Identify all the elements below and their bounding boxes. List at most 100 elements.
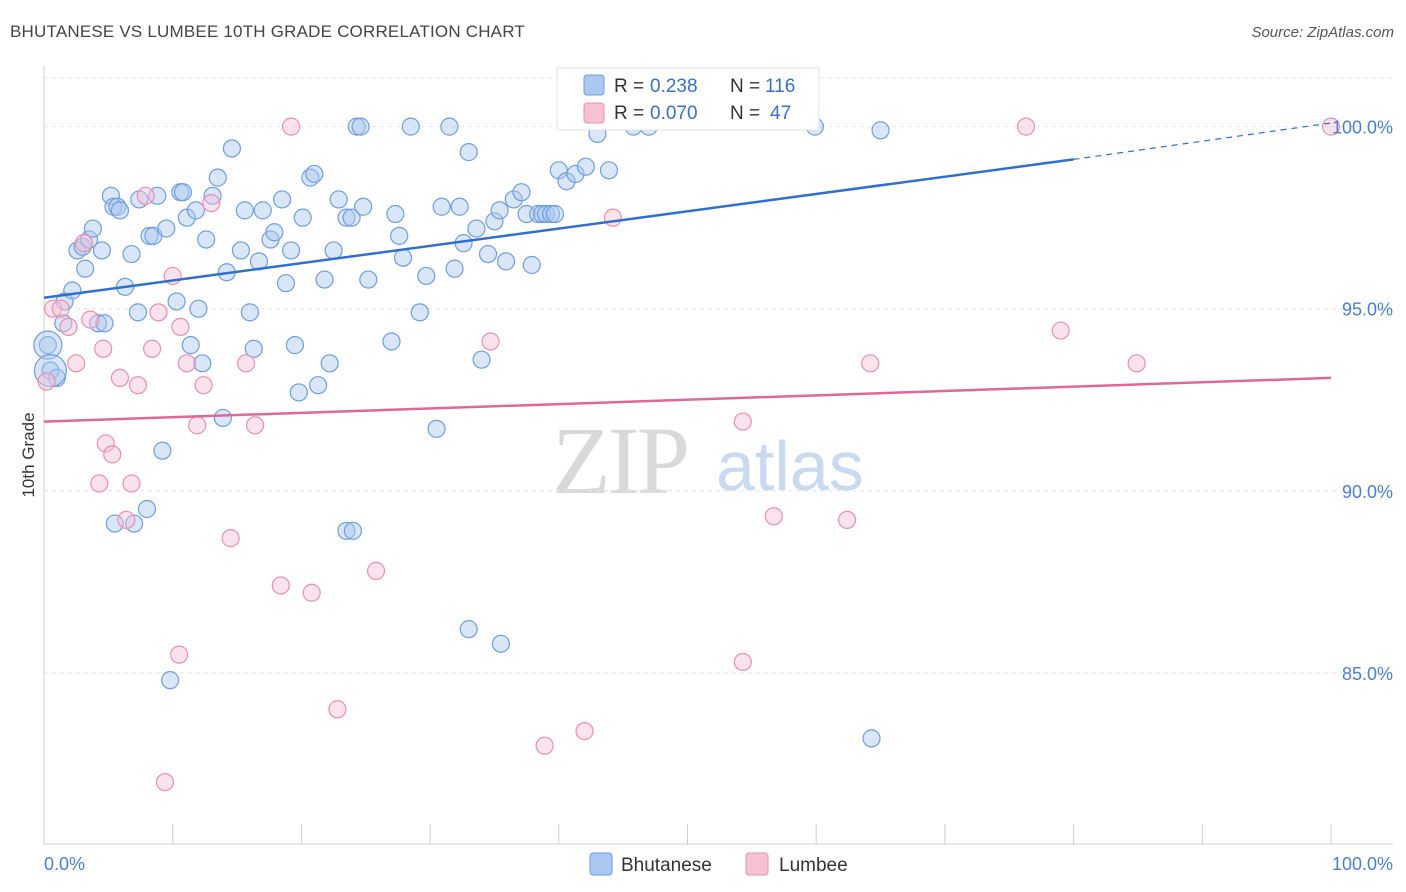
y-tick-labels: 85.0% 90.0% 95.0% 100.0% bbox=[1332, 118, 1393, 684]
lumbee-point bbox=[143, 339, 162, 358]
bhutanese-point bbox=[347, 117, 366, 136]
trend-lines bbox=[43, 122, 1332, 423]
lumbee-point bbox=[764, 507, 783, 526]
lumbee-point bbox=[282, 117, 301, 136]
bhutanese-point bbox=[181, 336, 200, 355]
lumbee-point bbox=[74, 234, 93, 253]
bhutanese-point bbox=[208, 168, 227, 187]
bhutanese-point bbox=[110, 201, 130, 220]
bhutanese-point bbox=[522, 255, 541, 275]
bhutanese-point bbox=[38, 336, 57, 355]
lumbee-point bbox=[1016, 117, 1036, 136]
lumbee-point bbox=[155, 772, 175, 792]
lumbee-point bbox=[170, 645, 189, 664]
bhutanese-point bbox=[140, 226, 159, 245]
bhutanese-point bbox=[566, 164, 585, 184]
bhutanese-point bbox=[173, 183, 193, 202]
y-tick-label: 95.0% bbox=[1342, 300, 1393, 320]
bhutanese-point bbox=[459, 620, 478, 639]
lumbee-point bbox=[575, 722, 594, 741]
bhutanese-point bbox=[128, 303, 148, 322]
stats-legend: R = 0.238 N = 116 R = 0.070 N = 47 bbox=[556, 67, 820, 131]
series-swatch-lumbee bbox=[745, 852, 769, 876]
lumbee-point bbox=[149, 303, 168, 322]
bhutanese-point bbox=[351, 117, 370, 136]
bhutanese-point bbox=[222, 139, 242, 158]
bhutanese-trend-line bbox=[43, 158, 1074, 300]
bhutanese-point bbox=[324, 241, 343, 260]
lumbee-point bbox=[67, 354, 86, 373]
bhutanese-point bbox=[265, 223, 284, 242]
lumbee-point bbox=[110, 368, 130, 387]
bhutanese-point bbox=[427, 419, 446, 438]
bhutanese-point bbox=[83, 219, 103, 238]
bhutanese-point bbox=[41, 361, 60, 380]
bhutanese-point bbox=[450, 197, 469, 216]
bhutanese-point bbox=[193, 354, 212, 373]
series-legend: Bhutanese Lumbee bbox=[589, 852, 848, 876]
lumbee-point bbox=[136, 186, 155, 205]
lumbee-point bbox=[103, 445, 122, 464]
bhutanese-points bbox=[33, 117, 890, 748]
bhutanese-point bbox=[478, 244, 498, 264]
lumbee-point bbox=[1051, 321, 1070, 340]
lumbee-point bbox=[96, 434, 115, 453]
y-tick-label: 85.0% bbox=[1342, 664, 1393, 684]
bhutanese-point bbox=[272, 190, 292, 209]
lumbee-point bbox=[81, 310, 100, 329]
bhutanese-point bbox=[432, 197, 451, 216]
bhutanese-point bbox=[491, 634, 510, 653]
bhutanese-point bbox=[167, 292, 186, 311]
bhutanese-point bbox=[343, 521, 362, 540]
bhutanese-point bbox=[95, 314, 114, 333]
legend-n-value: 47 bbox=[770, 103, 791, 124]
bhutanese-point bbox=[213, 408, 232, 428]
bhutanese-point bbox=[329, 190, 348, 209]
bhutanese-point bbox=[305, 164, 324, 184]
y-tick-label: 90.0% bbox=[1342, 482, 1393, 502]
bhutanese-point bbox=[342, 208, 361, 227]
bhutanese-point bbox=[490, 201, 509, 220]
series-label-lumbee: Lumbee bbox=[779, 855, 848, 876]
lumbee-point bbox=[236, 354, 256, 373]
bhutanese-point bbox=[240, 303, 260, 322]
bhutanese-point bbox=[390, 226, 409, 245]
bhutanese-point bbox=[337, 521, 356, 540]
legend-swatch-bhutanese bbox=[583, 74, 605, 96]
bhutanese-point bbox=[153, 441, 172, 460]
lumbee-point bbox=[122, 474, 141, 493]
legend-n-label: N = bbox=[730, 76, 760, 97]
bhutanese-point bbox=[309, 376, 328, 395]
watermark-zip: ZIP bbox=[552, 407, 687, 514]
lumbee-point bbox=[177, 354, 196, 373]
bhutanese-point bbox=[231, 241, 251, 260]
bhutanese-point bbox=[410, 303, 429, 322]
series-swatch-bhutanese bbox=[589, 852, 613, 876]
lumbee-point bbox=[43, 299, 63, 318]
watermark: ZIP atlas bbox=[552, 407, 864, 514]
bhutanese-point bbox=[33, 330, 63, 360]
legend-r-label: R = bbox=[614, 103, 644, 124]
bhutanese-point bbox=[871, 121, 890, 140]
bhutanese-point bbox=[576, 157, 595, 176]
lumbee-point bbox=[733, 652, 752, 672]
lumbee-point bbox=[37, 372, 56, 391]
bhutanese-point bbox=[101, 186, 121, 205]
lumbee-point bbox=[188, 416, 207, 435]
bhutanese-point bbox=[244, 339, 263, 358]
lumbee-point bbox=[94, 339, 113, 358]
bhutanese-point bbox=[417, 266, 436, 286]
grid-lines bbox=[44, 77, 1393, 674]
lumbee-point bbox=[481, 332, 500, 351]
x-tick-label-min: 0.0% bbox=[44, 854, 85, 874]
bhutanese-point bbox=[235, 201, 254, 220]
y-axis-title: 10th Grade bbox=[19, 412, 38, 497]
lumbee-point bbox=[194, 376, 213, 395]
bhutanese-point bbox=[63, 281, 82, 300]
lumbee-point bbox=[837, 510, 857, 530]
lumbee-point bbox=[245, 416, 265, 435]
bhutanese-point bbox=[203, 186, 222, 205]
bhutanese-point bbox=[253, 201, 272, 220]
lumbee-point bbox=[366, 561, 386, 580]
bhutanese-point bbox=[401, 117, 420, 136]
